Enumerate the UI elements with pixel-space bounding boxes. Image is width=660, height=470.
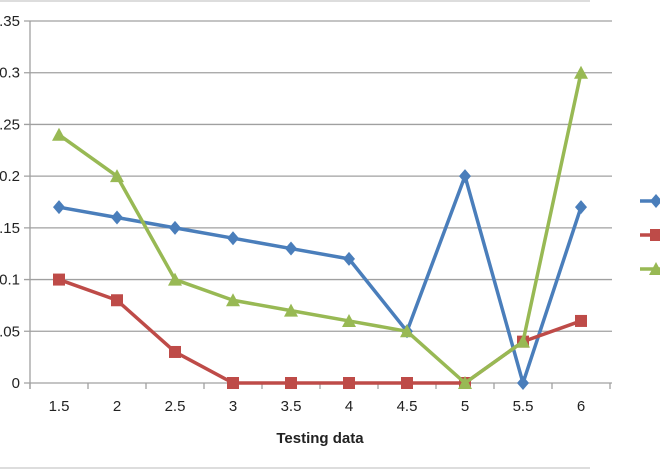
data-point-diamond xyxy=(53,200,65,215)
data-point-diamond xyxy=(285,241,297,256)
x-tick-label: 1.5 xyxy=(49,398,70,415)
data-point-triangle xyxy=(458,376,472,389)
x-axis-title: Testing data xyxy=(276,430,364,447)
data-point-square xyxy=(111,294,123,307)
x-tick-label: 2 xyxy=(113,398,121,415)
x-tick-label: 5 xyxy=(461,398,469,415)
x-tick-label: 6 xyxy=(577,398,585,415)
x-tick-label: 4.5 xyxy=(397,398,418,415)
data-point-square xyxy=(53,273,65,286)
data-point-diamond xyxy=(169,220,181,235)
data-point-diamond xyxy=(650,194,660,208)
data-point-square xyxy=(650,229,660,241)
data-point-square xyxy=(169,345,181,358)
y-tick-label: 0.35 xyxy=(0,13,20,30)
data-point-triangle xyxy=(342,313,356,327)
y-tick-label: 0.1 xyxy=(0,272,20,289)
series-3 xyxy=(52,65,588,389)
y-tick-label: 0.3 xyxy=(0,65,20,82)
data-point-diamond xyxy=(111,210,123,225)
data-point-triangle xyxy=(574,65,588,79)
y-tick-label: 0.25 xyxy=(0,116,20,133)
data-point-triangle xyxy=(649,262,660,275)
data-point-diamond xyxy=(517,376,529,390)
data-point-diamond xyxy=(459,169,471,184)
data-point-triangle xyxy=(400,324,414,338)
data-point-diamond xyxy=(343,251,355,266)
x-tick-label: 3 xyxy=(229,398,237,415)
y-tick-label: 0.15 xyxy=(0,220,20,237)
data-point-triangle xyxy=(168,272,182,286)
y-tick-label: 0.2 xyxy=(0,168,20,185)
data-point-diamond xyxy=(227,231,239,246)
series-line xyxy=(57,72,583,385)
x-tick-label: 5.5 xyxy=(513,398,534,415)
data-point-triangle xyxy=(284,303,298,317)
y-tick-label: 0.05 xyxy=(0,323,20,340)
x-tick-label: 3.5 xyxy=(281,398,302,415)
series-line xyxy=(58,174,583,385)
data-point-square xyxy=(575,314,587,327)
data-point-triangle xyxy=(52,127,66,141)
data-point-triangle xyxy=(226,293,240,307)
data-point-square xyxy=(285,377,297,389)
data-point-square xyxy=(227,377,239,389)
data-point-diamond xyxy=(575,200,587,215)
data-point-square xyxy=(401,377,413,389)
data-point-square xyxy=(343,377,355,389)
data-point-triangle xyxy=(110,169,124,183)
x-tick-label: 4 xyxy=(345,398,353,415)
data-point-triangle xyxy=(516,334,530,348)
x-tick-label: 2.5 xyxy=(165,398,186,415)
y-tick-label: 0 xyxy=(12,375,20,392)
series-1 xyxy=(53,169,587,390)
